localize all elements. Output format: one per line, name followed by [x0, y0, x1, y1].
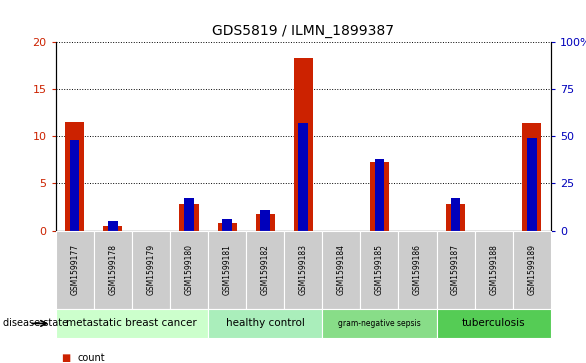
Text: GSM1599178: GSM1599178 — [108, 244, 117, 295]
Bar — [446, 204, 465, 231]
Text: GSM1599186: GSM1599186 — [413, 244, 422, 295]
Bar — [179, 204, 199, 231]
Bar — [260, 210, 270, 231]
Text: count: count — [78, 353, 105, 363]
Bar — [255, 213, 275, 231]
Bar — [184, 199, 194, 231]
Text: GSM1599181: GSM1599181 — [223, 244, 231, 295]
Bar — [65, 122, 84, 231]
Title: GDS5819 / ILMN_1899387: GDS5819 / ILMN_1899387 — [212, 24, 394, 38]
Text: healthy control: healthy control — [226, 318, 305, 329]
Text: GSM1599179: GSM1599179 — [146, 244, 155, 295]
Bar — [298, 123, 308, 231]
Text: ■: ■ — [62, 353, 71, 363]
Bar — [222, 219, 232, 231]
Bar — [294, 58, 313, 231]
Text: metastatic breast cancer: metastatic breast cancer — [66, 318, 197, 329]
Bar — [527, 138, 537, 231]
Text: GSM1599189: GSM1599189 — [527, 244, 536, 295]
Text: GSM1599188: GSM1599188 — [489, 244, 498, 295]
Bar — [70, 140, 80, 231]
Bar — [103, 226, 122, 231]
Text: GSM1599184: GSM1599184 — [337, 244, 346, 295]
Bar — [451, 199, 461, 231]
Bar — [522, 123, 541, 231]
Text: gram-negative sepsis: gram-negative sepsis — [338, 319, 421, 328]
Text: GSM1599183: GSM1599183 — [299, 244, 308, 295]
Bar — [217, 223, 237, 231]
Text: GSM1599182: GSM1599182 — [261, 244, 270, 295]
Text: GSM1599177: GSM1599177 — [70, 244, 79, 295]
Text: GSM1599187: GSM1599187 — [451, 244, 460, 295]
Text: GSM1599185: GSM1599185 — [375, 244, 384, 295]
Text: disease state: disease state — [3, 318, 68, 329]
Bar — [370, 162, 389, 231]
Text: tuberculosis: tuberculosis — [462, 318, 526, 329]
Bar — [374, 159, 384, 231]
Text: GSM1599180: GSM1599180 — [185, 244, 193, 295]
Bar — [108, 221, 118, 231]
